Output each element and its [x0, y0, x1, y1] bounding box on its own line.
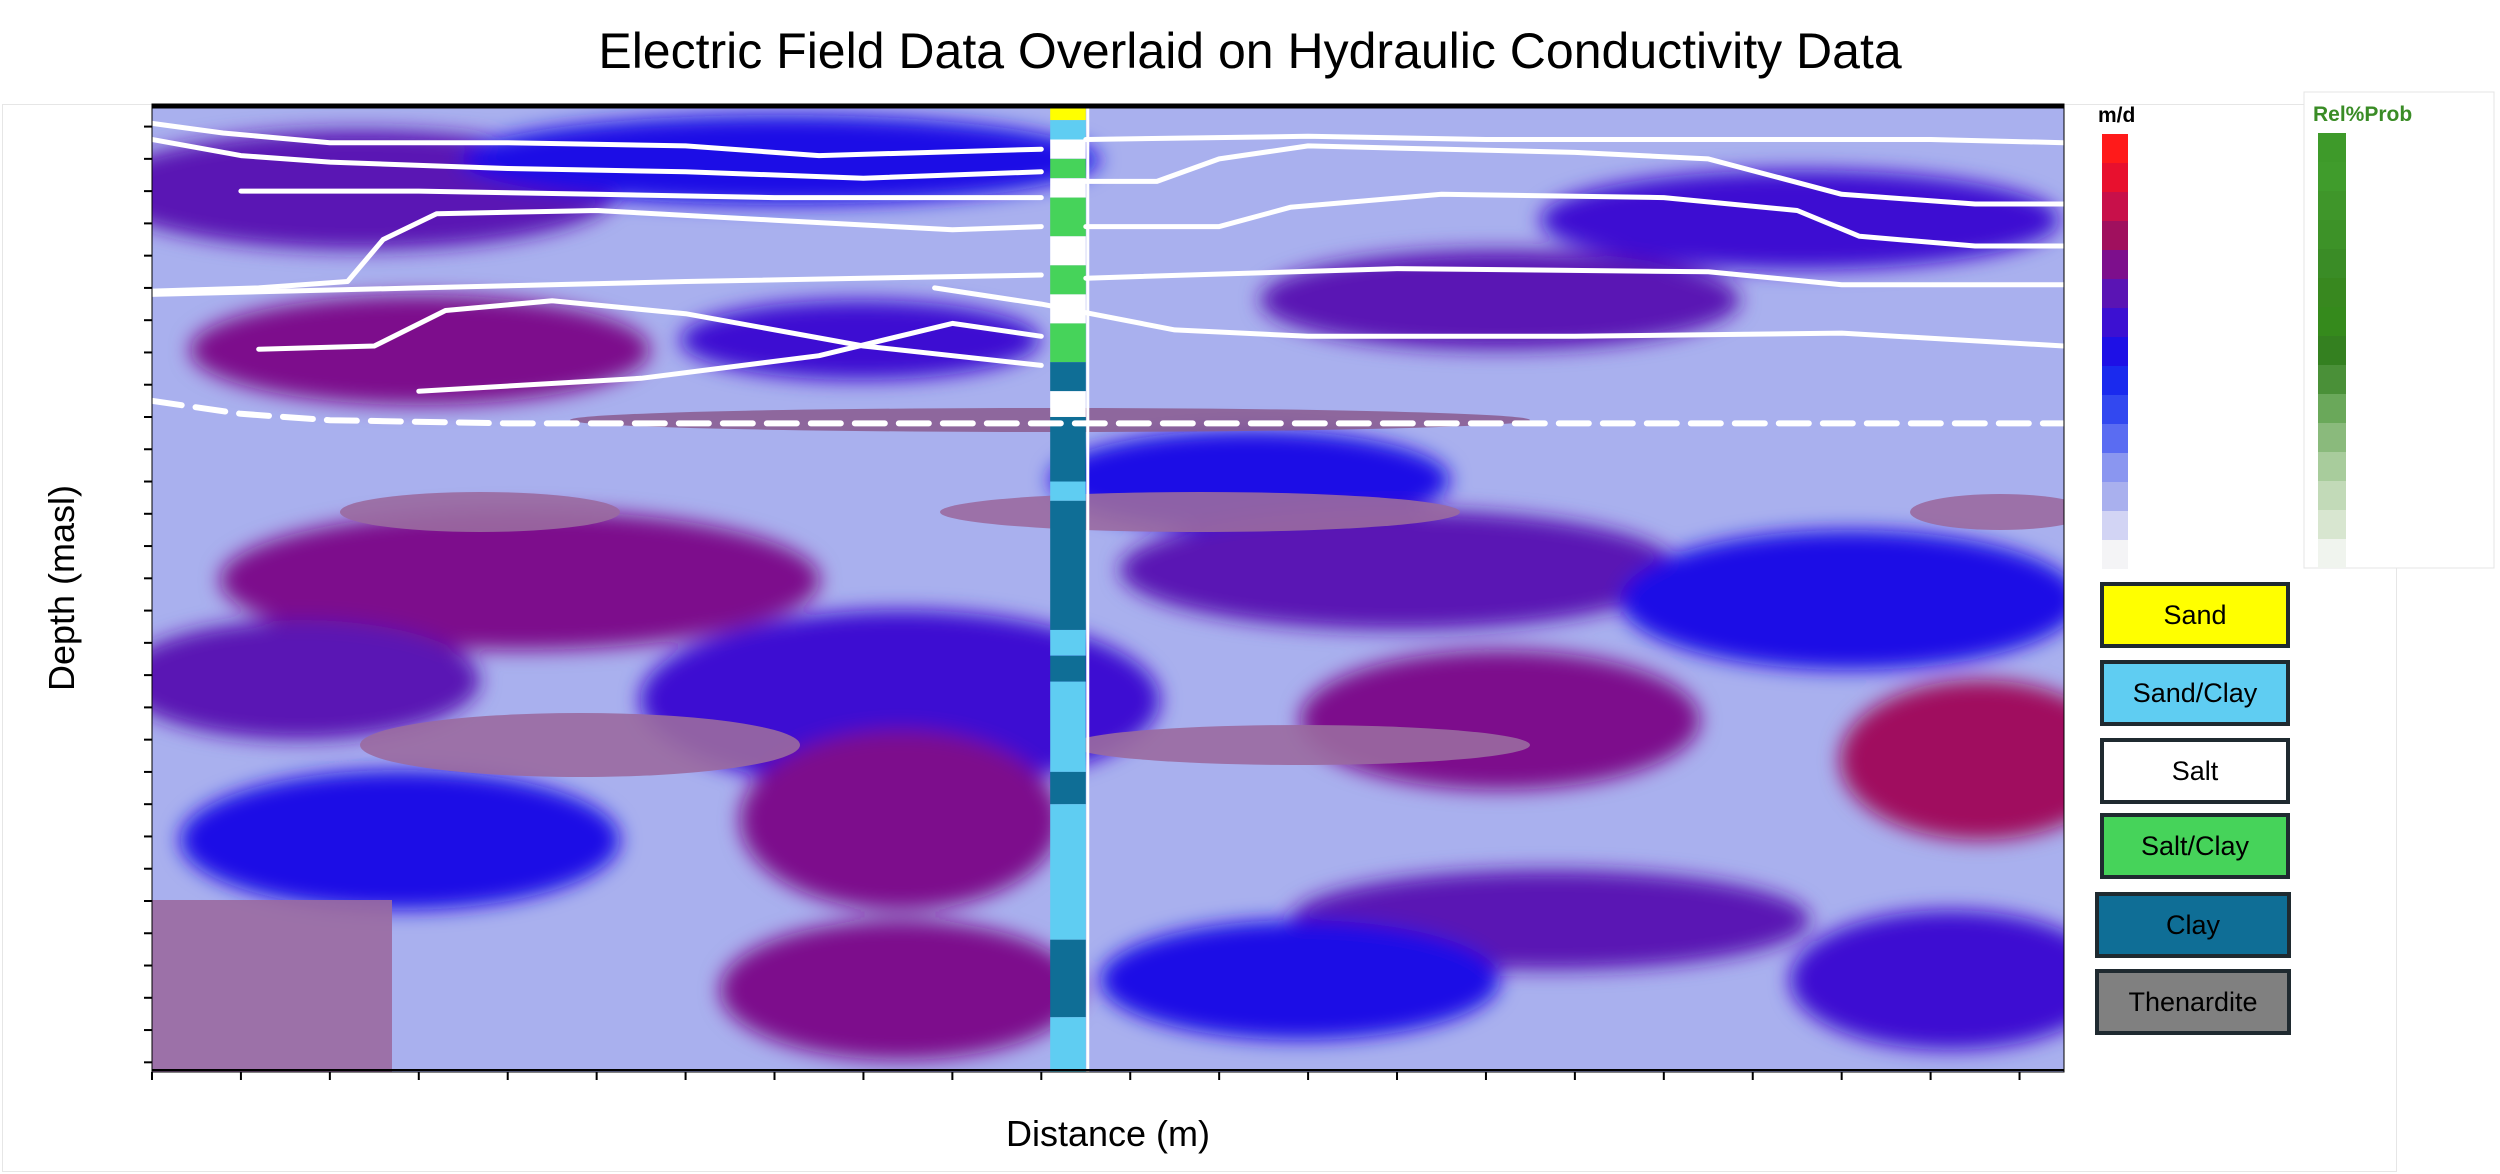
borehole-column [1050, 104, 1090, 1072]
borehole-interval [1050, 265, 1086, 295]
borehole-interval [1050, 391, 1086, 417]
lithology-legend-item: Thenardite [2095, 969, 2291, 1035]
borehole-interval [1050, 681, 1086, 772]
borehole-interval [1050, 416, 1086, 482]
salt-seam-line [1083, 191, 2064, 249]
borehole-interval [1050, 197, 1086, 237]
plot-area [152, 104, 2064, 1072]
borehole-interval [1050, 500, 1086, 630]
conductivity-swatch [2102, 482, 2128, 511]
salt-seam-line [152, 208, 1044, 294]
borehole-interval [1050, 236, 1086, 266]
salt-seam-line [152, 137, 1044, 181]
conductivity-swatch [2102, 337, 2128, 366]
chart-title: Electric Field Data Overlaid on Hydrauli… [598, 23, 1902, 79]
probability-swatch [2318, 162, 2346, 191]
salt-seam-line [152, 272, 1044, 297]
conductivity-legend-title: m/d [2098, 104, 2135, 127]
borehole-interval [1050, 178, 1086, 198]
borehole-interval [1050, 158, 1086, 179]
probability-swatch [2318, 278, 2346, 307]
borehole-interval [1050, 481, 1086, 501]
conductivity-swatch [2102, 395, 2128, 424]
lithology-legend-item: Salt/Clay [2100, 813, 2290, 879]
probability-swatch [2318, 539, 2346, 568]
conductivity-swatch [2102, 221, 2128, 250]
salt-seam-line [1083, 133, 2064, 146]
conductivity-swatch [2102, 424, 2128, 453]
salt-seam-line [1083, 143, 2064, 207]
salt-seam-line [1083, 266, 2064, 288]
conductivity-swatch [2102, 250, 2128, 279]
probability-swatch [2318, 336, 2346, 365]
probability-swatch [2318, 307, 2346, 336]
conductivity-swatch [2102, 511, 2128, 540]
borehole-interval [1050, 804, 1086, 940]
salt-seam-line [238, 188, 1044, 201]
seam-lines [152, 120, 2064, 427]
probability-swatch [2318, 394, 2346, 423]
lithology-legend-item: Sand [2100, 582, 2290, 648]
conductivity-swatch [2102, 453, 2128, 482]
x-axis-label: Distance (m) [1006, 1113, 1210, 1154]
conductivity-swatch [2102, 540, 2128, 569]
conductivity-swatch [2102, 163, 2128, 192]
probability-swatch [2318, 365, 2346, 394]
probability-swatch [2318, 452, 2346, 481]
conductivity-swatch [2102, 366, 2128, 395]
lithology-legend-item: Sand/Clay [2100, 660, 2290, 726]
probability-legend: Rel%Prob [2303, 91, 2495, 569]
y-axis-ticks [144, 125, 152, 1064]
salt-seam-line [932, 285, 2064, 349]
probability-swatch [2318, 510, 2346, 539]
salt-seam-line [152, 120, 1044, 159]
salt-seam-line [416, 320, 1044, 394]
conductivity-swatch [2102, 308, 2128, 337]
probability-swatch [2318, 191, 2346, 220]
probability-swatch [2318, 220, 2346, 249]
x-axis-ticks [151, 1072, 2021, 1080]
lithology-legend-item: Clay [2095, 892, 2291, 958]
probability-swatch [2318, 423, 2346, 452]
probability-swatch [2318, 249, 2346, 278]
borehole-interval [1050, 771, 1086, 805]
conductivity-swatch [2102, 134, 2128, 163]
borehole-interval [1050, 655, 1086, 682]
conductivity-swatch [2102, 279, 2128, 308]
formation-floor-line [152, 397, 2064, 427]
borehole-interval [1050, 323, 1086, 363]
lithology-legend-item: Salt [2100, 738, 2290, 804]
conductivity-legend: m/d [2098, 104, 2135, 569]
borehole-interval [1050, 1017, 1086, 1072]
borehole-interval [1050, 139, 1086, 159]
probability-legend-title: Rel%Prob [2313, 103, 2412, 126]
probability-swatch [2318, 481, 2346, 510]
y-axis-label: Depth (masl) [41, 485, 82, 691]
borehole-interval [1050, 939, 1086, 1018]
borehole-interval [1050, 629, 1086, 656]
borehole-interval [1050, 120, 1086, 140]
conductivity-swatch [2102, 192, 2128, 221]
borehole-interval [1050, 362, 1086, 392]
probability-swatch [2318, 133, 2346, 162]
